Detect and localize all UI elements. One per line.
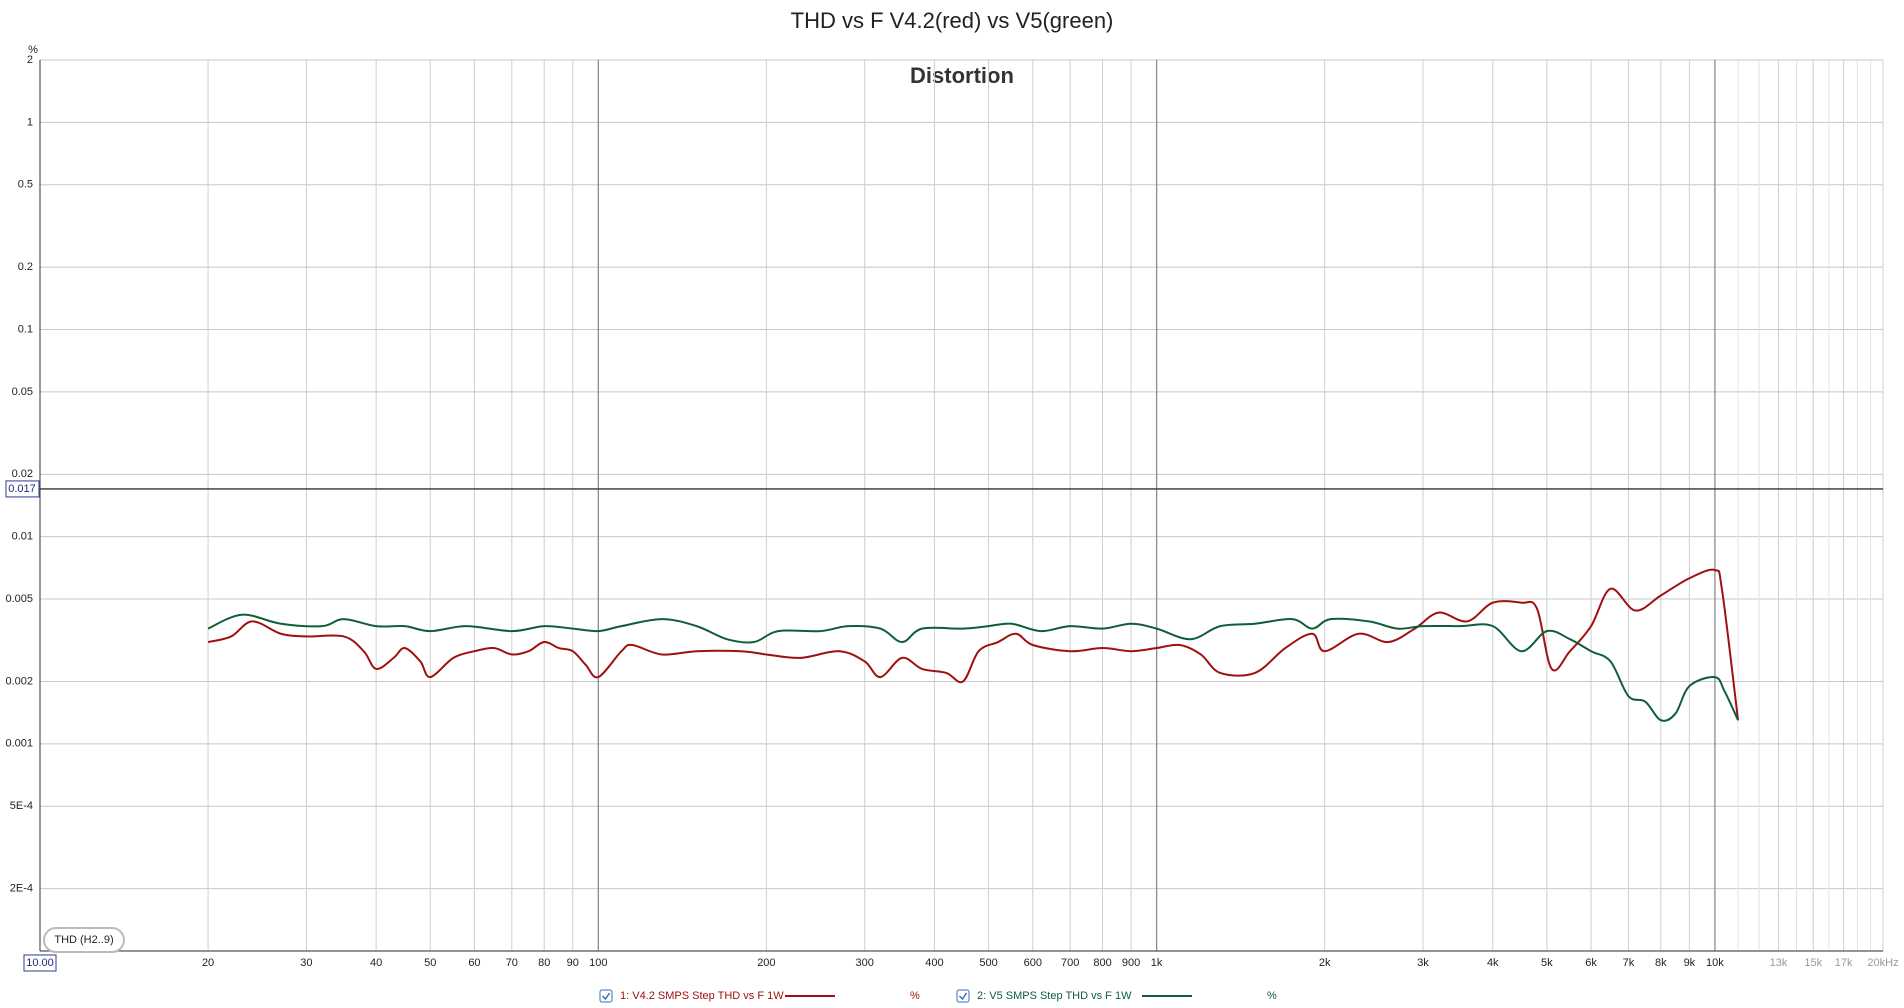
y-tick-label: 0.01 (12, 531, 33, 543)
y-tick-label: 0.02 (12, 468, 33, 480)
x-tick-label: 3k (1417, 957, 1429, 969)
y-tick-label: 2 (27, 54, 33, 66)
x-tick-label: 20 (202, 957, 214, 969)
series-line (207, 568, 1740, 721)
y-tick-label: 0.2 (18, 261, 33, 273)
y-tick-label: 0.05 (12, 386, 33, 398)
x-tick-label: 400 (925, 957, 943, 969)
x-tick-label: 2k (1319, 957, 1331, 969)
x-tick-label: 17k (1835, 957, 1853, 969)
legend-unit: % (1267, 990, 1277, 1002)
chart-title: THD vs F V4.2(red) vs V5(green) (791, 8, 1114, 33)
x-tick-label: 60 (468, 957, 480, 969)
x-tick-label: 5k (1541, 957, 1553, 969)
legend-unit: % (910, 990, 920, 1002)
x-tick-label: 8k (1655, 957, 1667, 969)
legend-checkbox[interactable] (956, 989, 970, 1003)
measurement-button-label: THD (H2..9) (54, 934, 113, 946)
y-tick-label: 0.5 (18, 179, 33, 191)
cursor-label-box (23, 954, 57, 972)
x-tick-label: 6k (1585, 957, 1597, 969)
checkbox-box (599, 989, 613, 1003)
y-tick-label: 1 (27, 116, 33, 128)
checkbox-check (958, 992, 968, 1001)
x-tick-label: 100 (589, 957, 607, 969)
x-tick-label: 900 (1122, 957, 1140, 969)
x-tick-label: 7k (1623, 957, 1635, 969)
x-tick-label: 1k (1151, 957, 1163, 969)
x-tick-label: 40 (370, 957, 382, 969)
x-tick-label: 600 (1024, 957, 1042, 969)
x-tick-label: 15k (1804, 957, 1822, 969)
legend-checkbox[interactable] (599, 989, 613, 1003)
cursor-label-box (5, 480, 40, 498)
y-tick-label: 2E-4 (10, 883, 33, 895)
series-line (207, 613, 1739, 722)
chart-subtitle: Distortion (910, 63, 1014, 88)
x-tick-label: 20kHz (1867, 957, 1898, 969)
x-tick-label: 4k (1487, 957, 1499, 969)
checkbox-check (601, 992, 611, 1001)
cursor-x-label: 10.00 (26, 957, 54, 969)
y-tick-label: 5E-4 (10, 800, 33, 812)
x-tick-label: 30 (300, 957, 312, 969)
measurement-button (43, 927, 125, 953)
legend-label: 1: V4.2 SMPS Step THD vs F 1W (620, 990, 784, 1002)
x-tick-label: 90 (567, 957, 579, 969)
y-unit: % (28, 44, 38, 56)
x-tick-label: 500 (979, 957, 997, 969)
x-tick-label: 9k (1684, 957, 1696, 969)
x-tick-label: 300 (856, 957, 874, 969)
x-tick-label: 800 (1093, 957, 1111, 969)
legend-label: 2: V5 SMPS Step THD vs F 1W (977, 990, 1132, 1002)
x-tick-label: 50 (424, 957, 436, 969)
y-tick-label: 0.1 (18, 323, 33, 335)
x-tick-label: 10k (1706, 957, 1724, 969)
y-tick-label: 0.005 (5, 593, 33, 605)
x-tick-label: 80 (538, 957, 550, 969)
checkbox-box (956, 989, 970, 1003)
x-tick-label: 13k (1770, 957, 1788, 969)
x-tick-label: 700 (1061, 957, 1079, 969)
y-tick-label: 0.002 (5, 675, 33, 687)
y-tick-label: 0.001 (5, 738, 33, 750)
x-tick-label: 200 (757, 957, 775, 969)
cursor-y-label: 0.017 (8, 483, 36, 495)
x-tick-label: 70 (506, 957, 518, 969)
